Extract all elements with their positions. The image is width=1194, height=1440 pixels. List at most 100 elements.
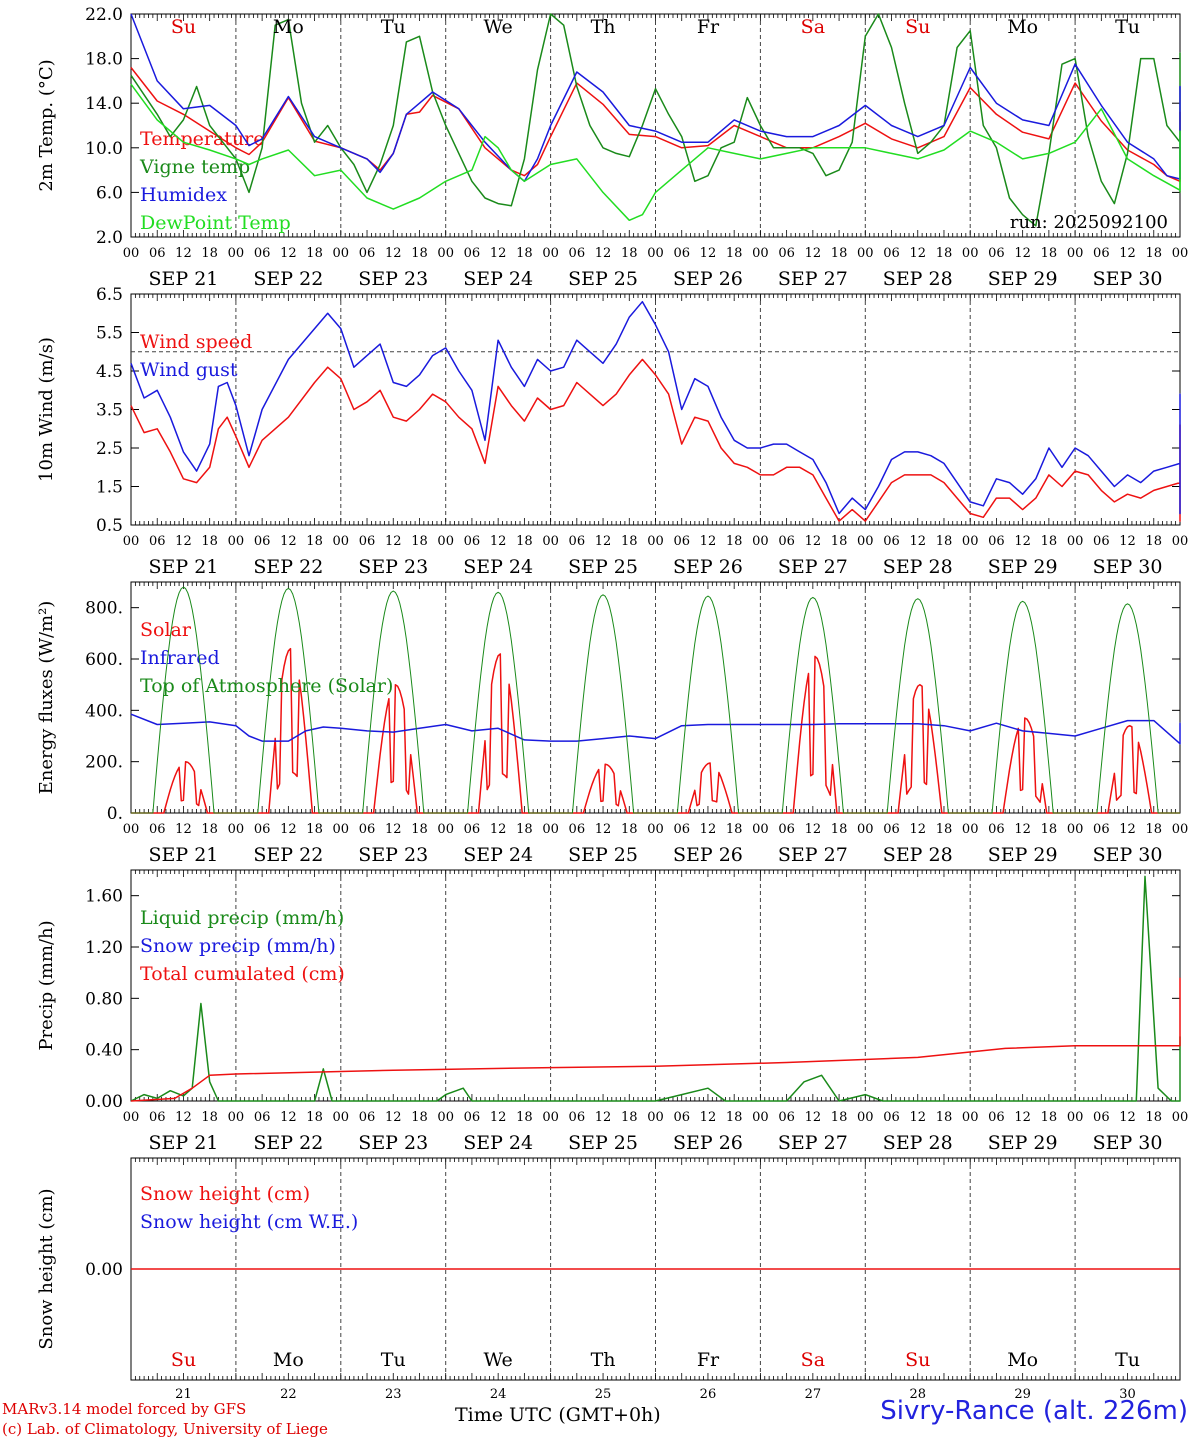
legend-entry: Snow precip (mm/h) [140, 935, 336, 957]
date-label: SEP 26 [673, 844, 743, 866]
date-label: SEP 28 [883, 268, 953, 290]
hour-tick-label: 18 [621, 246, 638, 261]
hour-tick-label: 00 [752, 1110, 769, 1125]
y-tick-label: 6.5 [96, 285, 123, 305]
hour-tick-label: 18 [306, 534, 323, 549]
date-label: SEP 22 [253, 556, 323, 578]
y-tick-label: 0.5 [96, 516, 123, 536]
hour-tick-label: 12 [700, 822, 717, 837]
hour-tick-label: 12 [805, 246, 822, 261]
hour-tick-label: 06 [883, 822, 900, 837]
hour-tick-label: 00 [333, 534, 350, 549]
date-label: SEP 24 [463, 844, 533, 866]
hour-tick-label: 12 [700, 534, 717, 549]
hour-tick-label: 18 [1041, 534, 1058, 549]
hour-tick-label: 00 [1172, 1110, 1189, 1125]
y-tick-label: 18.0 [85, 50, 123, 70]
hour-tick-label: 18 [936, 822, 953, 837]
hour-tick-label: 12 [490, 534, 507, 549]
hour-tick-label: 06 [464, 246, 481, 261]
series-line [130, 300, 1181, 515]
hour-tick-label: 00 [123, 246, 140, 261]
hour-tick-label: 12 [805, 822, 822, 837]
hour-tick-label: 00 [1172, 822, 1189, 837]
hour-tick-label: 18 [831, 246, 848, 261]
hour-tick-label: 06 [464, 1110, 481, 1125]
date-label: SEP 23 [358, 268, 428, 290]
hour-tick-label: 00 [857, 822, 874, 837]
y-axis-title-wind: 10m Wind (m/s) [36, 337, 57, 482]
station-name: Sivry-Rance (alt. 226m) [880, 1396, 1188, 1426]
y-tick-label: 1.5 [96, 478, 123, 498]
hour-tick-label: 06 [883, 534, 900, 549]
hour-tick-label: 18 [726, 246, 743, 261]
hour-tick-label: 06 [569, 246, 586, 261]
series-line [130, 713, 1181, 745]
hour-tick-label: 12 [1119, 246, 1136, 261]
y-tick-label: 22.0 [85, 5, 123, 25]
date-label: SEP 22 [253, 1132, 323, 1154]
y-tick-label: 600. [85, 650, 123, 670]
date-label: SEP 30 [1093, 844, 1163, 866]
hour-tick-label: 18 [831, 534, 848, 549]
hour-tick-label: 12 [595, 1110, 612, 1125]
hour-tick-label: 18 [516, 1110, 533, 1125]
hour-tick-label: 18 [1146, 1110, 1163, 1125]
day-name-label: Mo [273, 16, 304, 38]
hour-tick-label: 00 [962, 1110, 979, 1125]
hour-tick-label: 12 [1119, 822, 1136, 837]
hour-tick-label: 06 [1093, 534, 1110, 549]
day-name-label: Fr [697, 1349, 720, 1371]
y-axis-title-temperature: 2m Temp. (°C) [36, 59, 57, 191]
date-label: SEP 25 [568, 844, 638, 866]
hour-tick-label: 06 [1093, 822, 1110, 837]
hour-tick-label: 18 [621, 1110, 638, 1125]
day-name-label: Th [591, 1349, 616, 1371]
day-number-label: 30 [1119, 1387, 1136, 1402]
hour-tick-label: 12 [1014, 246, 1031, 261]
hour-tick-label: 00 [228, 534, 245, 549]
hour-tick-label: 06 [359, 822, 376, 837]
lab-credit: (c) Lab. of Climatology, University of L… [2, 1420, 328, 1438]
hour-tick-label: 00 [542, 534, 559, 549]
hour-tick-label: 06 [883, 246, 900, 261]
series-line [130, 875, 1181, 1102]
hour-tick-label: 00 [857, 534, 874, 549]
hour-tick-label: 12 [175, 1110, 192, 1125]
hour-tick-label: 18 [201, 246, 218, 261]
date-label: SEP 24 [463, 268, 533, 290]
day-name-label: Su [171, 1349, 196, 1371]
date-label: SEP 22 [253, 268, 323, 290]
day-name-label: Sa [801, 16, 825, 38]
date-label: SEP 29 [988, 268, 1058, 290]
date-label: SEP 28 [883, 844, 953, 866]
day-number-label: 22 [280, 1387, 297, 1402]
y-tick-label: 400. [85, 701, 123, 721]
y-tick-label: 2.0 [96, 228, 123, 248]
day-number-label: 28 [909, 1387, 926, 1402]
hour-tick-label: 18 [516, 822, 533, 837]
day-name-label: We [484, 16, 513, 38]
hour-tick-label: 18 [1146, 246, 1163, 261]
hour-tick-label: 18 [201, 534, 218, 549]
y-tick-label: 4.5 [96, 362, 123, 382]
hour-tick-label: 00 [228, 246, 245, 261]
hour-tick-label: 06 [254, 822, 271, 837]
series-line [131, 586, 1180, 814]
hour-tick-label: 12 [490, 246, 507, 261]
hour-tick-label: 00 [1067, 1110, 1084, 1125]
hour-tick-label: 06 [359, 534, 376, 549]
hour-tick-label: 12 [385, 534, 402, 549]
day-number-label: 23 [385, 1387, 402, 1402]
hour-tick-label: 06 [569, 534, 586, 549]
hour-tick-label: 18 [411, 1110, 428, 1125]
date-label: SEP 25 [568, 556, 638, 578]
hour-tick-label: 18 [936, 246, 953, 261]
date-label: SEP 23 [358, 556, 428, 578]
hour-tick-label: 18 [516, 246, 533, 261]
date-label: SEP 27 [778, 556, 848, 578]
hour-tick-label: 00 [752, 534, 769, 549]
hour-tick-label: 00 [752, 822, 769, 837]
y-tick-label: 1.20 [85, 938, 123, 958]
date-label: SEP 26 [673, 556, 743, 578]
